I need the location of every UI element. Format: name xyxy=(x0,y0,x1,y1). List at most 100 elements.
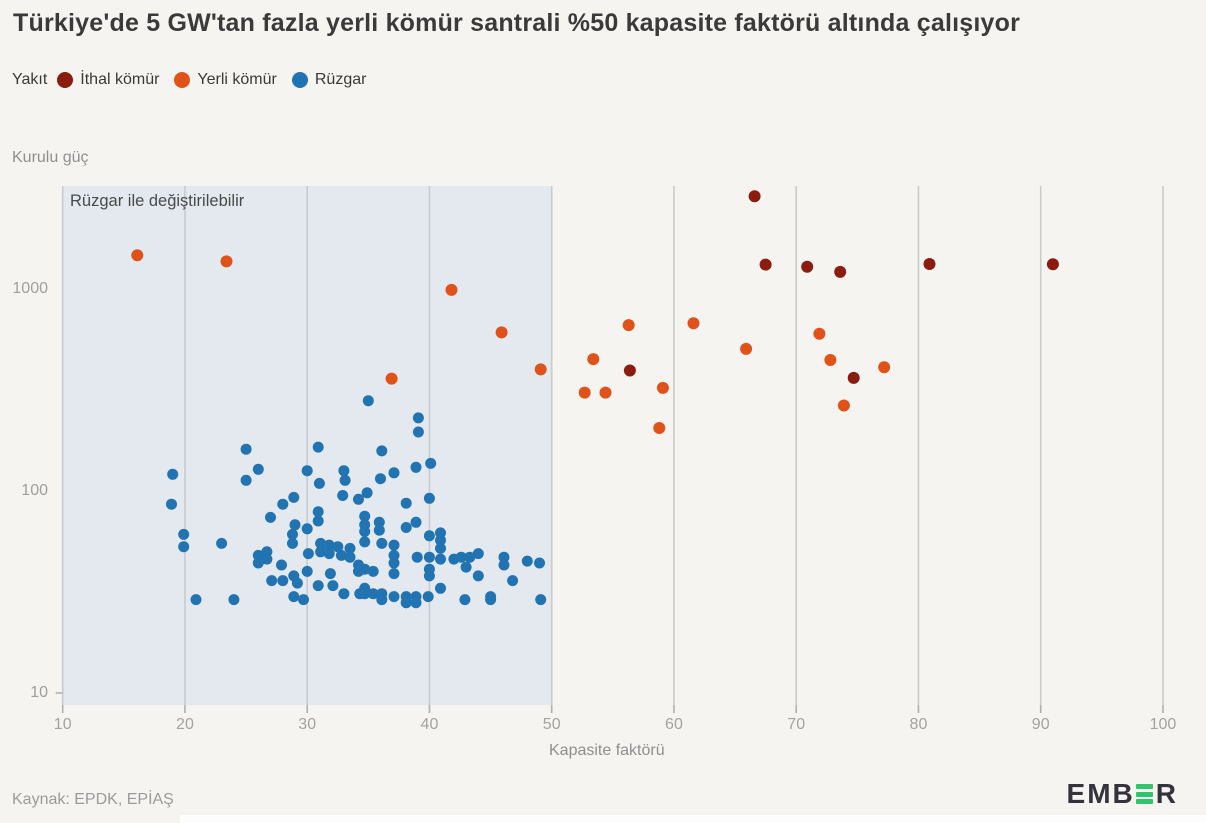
x-tick-label-40: 40 xyxy=(420,716,439,733)
point-ruzgar xyxy=(400,497,412,509)
point-ruzgar xyxy=(277,575,289,587)
x-tick-label-50: 50 xyxy=(542,716,561,733)
x-tick-label-60: 60 xyxy=(665,716,683,733)
point-yerli-komur xyxy=(578,386,591,399)
point-ruzgar xyxy=(359,536,371,548)
point-ruzgar xyxy=(301,565,313,577)
point-ithal-komur xyxy=(759,258,772,271)
legend-title: Yakıt xyxy=(12,71,48,88)
point-ruzgar xyxy=(252,557,264,569)
point-yerli-komur xyxy=(622,319,635,332)
point-ruzgar xyxy=(422,591,434,603)
point-ruzgar xyxy=(423,492,435,504)
legend-dot-ruzgar-icon xyxy=(291,72,308,88)
point-ruzgar xyxy=(288,591,300,603)
point-ruzgar xyxy=(359,563,371,575)
point-ruzgar xyxy=(312,506,324,518)
point-yerli-komur xyxy=(687,317,700,330)
source-note: Kaynak: EPDK, EPİAŞ xyxy=(12,791,174,808)
point-ruzgar xyxy=(339,474,351,486)
point-ruzgar xyxy=(332,541,344,553)
point-ruzgar xyxy=(410,597,422,609)
point-ruzgar xyxy=(359,526,371,537)
point-ruzgar xyxy=(287,528,298,540)
point-ruzgar xyxy=(287,537,298,549)
legend-item-label: Rüzgar xyxy=(314,71,367,88)
point-ruzgar xyxy=(376,445,388,457)
point-ruzgar xyxy=(535,594,547,606)
legend-item-ruzgar: Rüzgar xyxy=(291,71,367,89)
legend-dot-yerli-komur-icon xyxy=(174,72,191,88)
point-ruzgar xyxy=(289,519,301,531)
point-ruzgar xyxy=(507,575,519,587)
point-yerli-komur xyxy=(813,327,826,340)
point-ruzgar xyxy=(359,510,371,522)
point-ruzgar xyxy=(459,594,471,606)
point-ruzgar xyxy=(178,541,190,553)
point-yerli-komur xyxy=(740,342,753,355)
x-tick-label-10: 10 xyxy=(53,716,72,733)
point-ruzgar xyxy=(485,594,497,606)
point-ithal-komur xyxy=(847,371,860,384)
point-ithal-komur xyxy=(623,364,636,377)
point-ruzgar xyxy=(335,549,347,561)
point-ruzgar xyxy=(302,548,314,560)
x-tick-label-100: 100 xyxy=(1149,716,1177,733)
point-ruzgar xyxy=(359,588,371,600)
point-ruzgar xyxy=(291,577,303,589)
point-ruzgar xyxy=(312,515,324,527)
point-ruzgar xyxy=(288,491,300,503)
legend: Yakıt İthal kömür Yerli kömür Rüzgar xyxy=(12,71,381,89)
ember-logo: EMB R xyxy=(1067,778,1178,810)
point-ruzgar xyxy=(344,551,356,563)
point-ruzgar xyxy=(388,549,400,561)
point-ruzgar xyxy=(498,559,510,571)
point-ruzgar xyxy=(266,575,278,587)
point-yerli-komur xyxy=(656,381,669,394)
point-ruzgar xyxy=(435,582,446,594)
point-ruzgar xyxy=(388,539,400,551)
point-ruzgar xyxy=(190,594,202,606)
point-ruzgar xyxy=(410,461,422,473)
point-yerli-komur xyxy=(837,399,850,412)
point-ruzgar xyxy=(252,549,264,561)
point-ruzgar xyxy=(367,565,379,577)
point-ruzgar xyxy=(167,468,179,480)
point-ithal-komur xyxy=(801,260,814,273)
point-ruzgar xyxy=(435,542,446,554)
point-ruzgar xyxy=(373,524,385,536)
point-ruzgar xyxy=(265,511,276,523)
y-tick-label-10: 10 xyxy=(30,684,48,701)
point-ruzgar xyxy=(338,465,350,477)
point-ruzgar xyxy=(388,568,400,580)
point-ruzgar xyxy=(423,551,435,563)
point-ruzgar xyxy=(312,580,324,592)
point-ruzgar xyxy=(498,551,510,563)
point-ruzgar xyxy=(376,594,388,606)
point-ruzgar xyxy=(323,548,335,560)
y-tick-label-1000: 1000 xyxy=(12,280,48,297)
point-ruzgar xyxy=(423,530,435,542)
legend-item-yerli-komur: Yerli kömür xyxy=(174,71,277,89)
point-ruzgar xyxy=(400,597,412,609)
x-tick-label-20: 20 xyxy=(176,716,194,733)
point-ruzgar xyxy=(435,534,446,546)
shaded-region-label: Rüzgar ile değiştirilebilir xyxy=(70,192,245,210)
point-yerli-komur xyxy=(385,372,398,385)
logo-text-r: R xyxy=(1155,778,1178,809)
point-ruzgar xyxy=(373,516,385,528)
point-yerli-komur xyxy=(534,363,547,376)
y-axis-title: Kurulu güç xyxy=(12,149,89,166)
point-ruzgar xyxy=(534,557,545,569)
point-ruzgar xyxy=(388,557,400,569)
point-ruzgar xyxy=(252,463,264,475)
point-ruzgar xyxy=(425,457,437,469)
point-ruzgar xyxy=(521,555,533,567)
point-ruzgar xyxy=(367,588,379,600)
point-ruzgar xyxy=(298,594,309,606)
point-ruzgar xyxy=(261,553,273,565)
point-ruzgar xyxy=(353,493,364,505)
x-tick-label-30: 30 xyxy=(298,716,317,733)
point-ruzgar xyxy=(388,591,400,603)
